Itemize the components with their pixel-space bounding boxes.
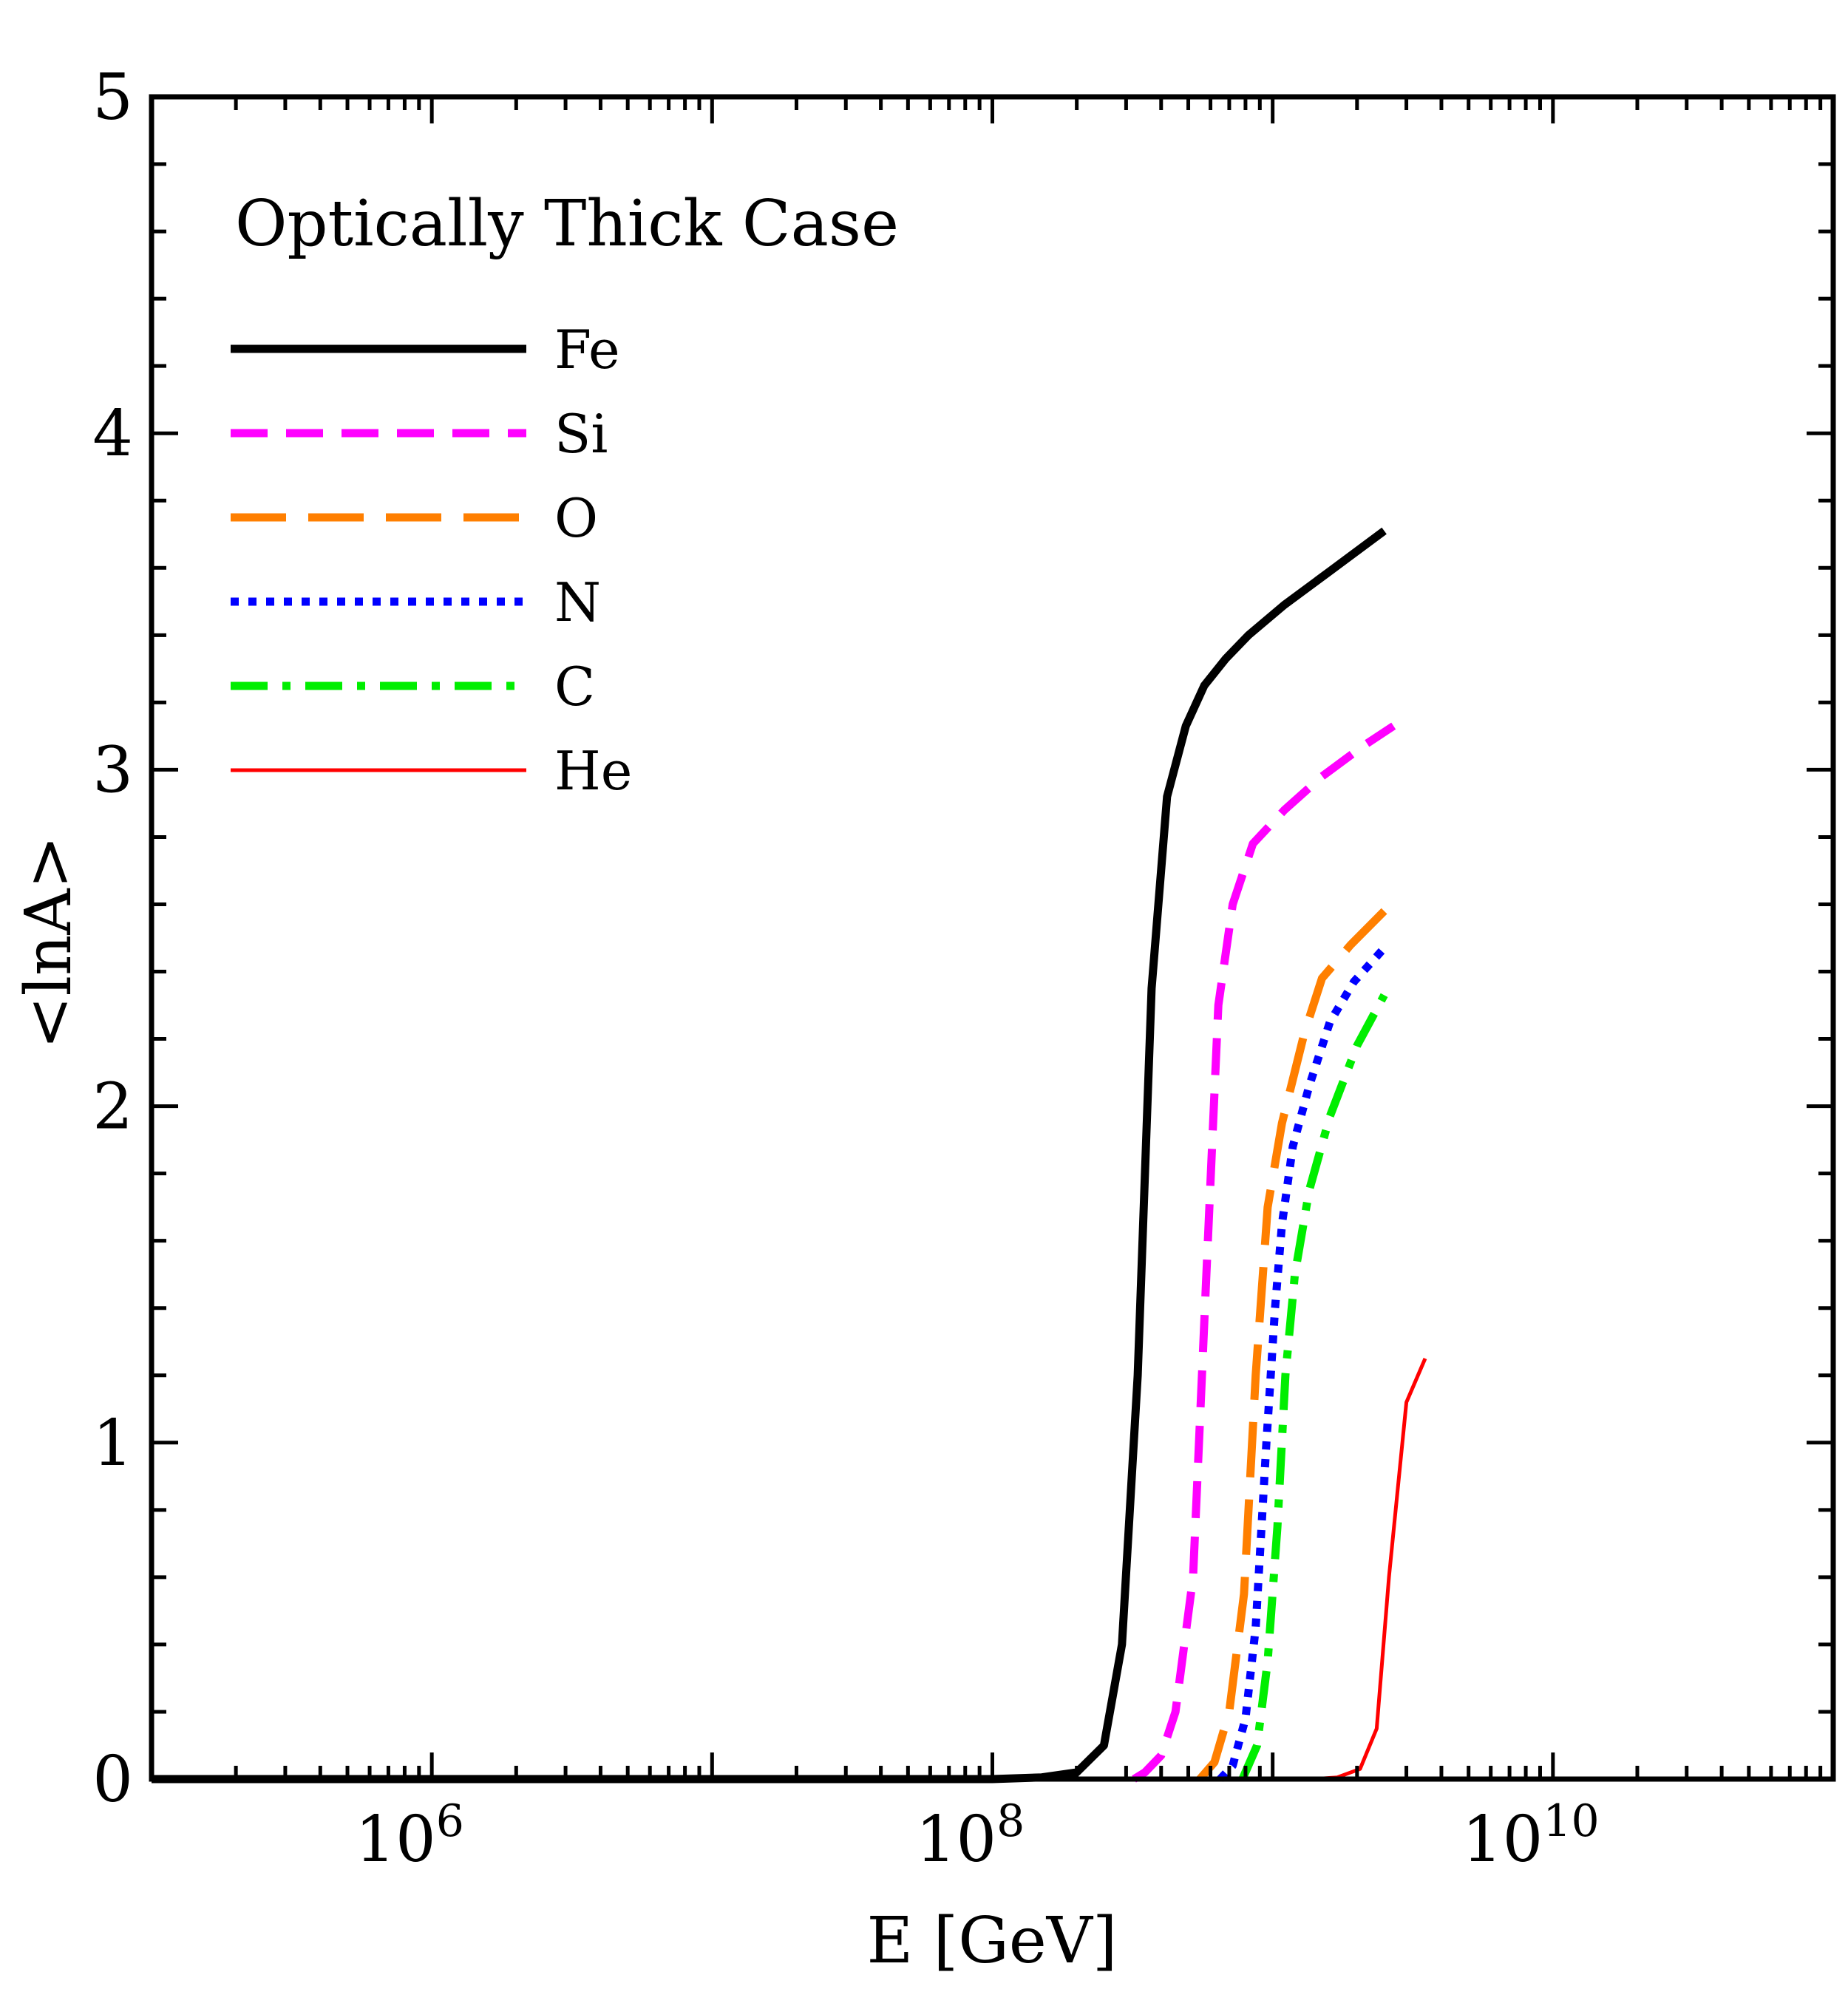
series-line-fe [152,527,1387,1784]
legend-label-he: He [554,740,632,802]
legend-label-si: Si [554,403,608,465]
y-tick-label: 5 [92,61,133,135]
y-tick-label: 0 [92,1743,133,1817]
y-tick-label: 1 [92,1407,133,1480]
y-tick-label: 2 [92,1070,133,1144]
x-tick-label: 108 [916,1795,1025,1877]
series-line-he [1313,1358,1427,1781]
series-line-c [1238,993,1388,1781]
series-line-n [1217,945,1387,1782]
chart-title: Optically Thick Case [235,187,899,261]
series-line-si [1132,722,1396,1783]
legend-label-fe: Fe [554,319,620,381]
series-layer [152,527,1427,1784]
legend-label-n: N [554,571,601,633]
x-tick-label: 1010 [1462,1795,1600,1877]
ticklabel-layer: 0 1 2 3 4 5 106 108 1010 [92,61,1599,1877]
y-tick-label: 4 [92,397,133,471]
plot-frame [149,94,1836,1782]
y-axis-title: <lnA> [12,835,86,1049]
series-line-o [1197,908,1387,1782]
x-axis-title: E [GeV] [867,1904,1118,1978]
x-tick-label: 106 [355,1795,464,1877]
legend-label-o: O [554,487,598,549]
legend: Fe Si ONC He [231,319,632,802]
legend-label-c: C [554,656,595,718]
y-tick-label: 3 [92,733,133,807]
